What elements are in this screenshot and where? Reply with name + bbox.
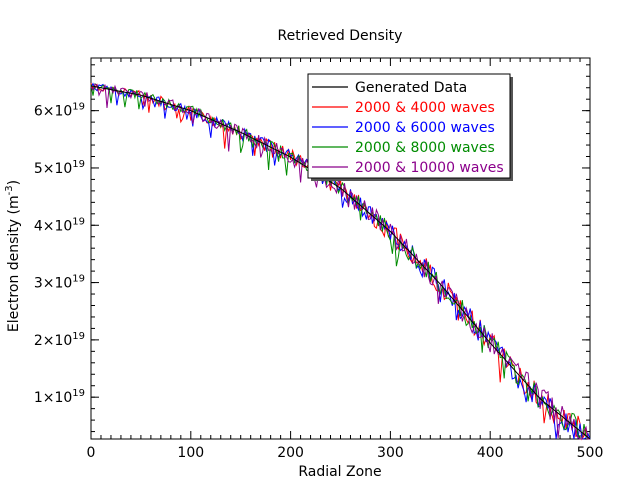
y-tick-label-superscript: 19 — [72, 159, 85, 170]
y-tick-label-text: 5×10 — [34, 161, 72, 177]
y-tick-label-text: 1×10 — [34, 390, 72, 406]
y-axis-label-close: ) — [6, 180, 22, 185]
legend-label: 2000 & 10000 waves — [355, 160, 504, 176]
y-tick-label-text: 4×10 — [34, 218, 72, 234]
x-tick-label: 200 — [277, 445, 304, 461]
y-tick-label-text: 6×10 — [34, 104, 72, 120]
y-tick-label-text: 3×10 — [34, 276, 72, 292]
legend-label: Generated Data — [355, 80, 467, 96]
legend-label: 2000 & 8000 waves — [355, 140, 495, 156]
y-tick-label: 5×1019 — [34, 159, 85, 177]
y-tick-label-superscript: 19 — [72, 388, 85, 399]
legend-label: 2000 & 6000 waves — [355, 120, 495, 136]
x-tick-label: 300 — [377, 445, 404, 461]
y-tick-label: 2×1019 — [34, 331, 85, 349]
x-tick-label: 500 — [577, 445, 604, 461]
legend-label: 2000 & 4000 waves — [355, 100, 495, 116]
y-tick-label-superscript: 19 — [72, 216, 85, 227]
x-tick-label: 0 — [87, 445, 96, 461]
y-axis-label-text: Electron density (m — [6, 195, 22, 332]
legend-box — [307, 73, 511, 179]
y-tick-label: 6×1019 — [34, 102, 85, 120]
y-tick-label-superscript: 19 — [72, 102, 85, 113]
x-axis: 0 100 200 300 400 500 — [87, 58, 604, 461]
x-tick-label: 100 — [177, 445, 204, 461]
y-tick-label: 3×1019 — [34, 274, 85, 292]
series-line — [90, 83, 590, 440]
y-tick-label: 1×1019 — [34, 388, 85, 406]
chart-title: Retrieved Density — [278, 28, 403, 44]
y-axis-label: Electron density (m-3) — [4, 180, 22, 332]
legend: Generated Data 2000 & 4000 waves 2000 & 60… — [307, 73, 513, 181]
x-tick-label: 400 — [477, 445, 504, 461]
x-axis-label: Radial Zone — [298, 464, 381, 480]
series-line — [90, 85, 591, 440]
y-axis-label-superscript: -3 — [4, 185, 15, 195]
y-tick-label-superscript: 19 — [72, 274, 85, 285]
y-tick-label: 4×1019 — [34, 216, 85, 234]
y-tick-label-text: 2×10 — [34, 333, 72, 349]
y-tick-label-superscript: 19 — [72, 331, 85, 342]
